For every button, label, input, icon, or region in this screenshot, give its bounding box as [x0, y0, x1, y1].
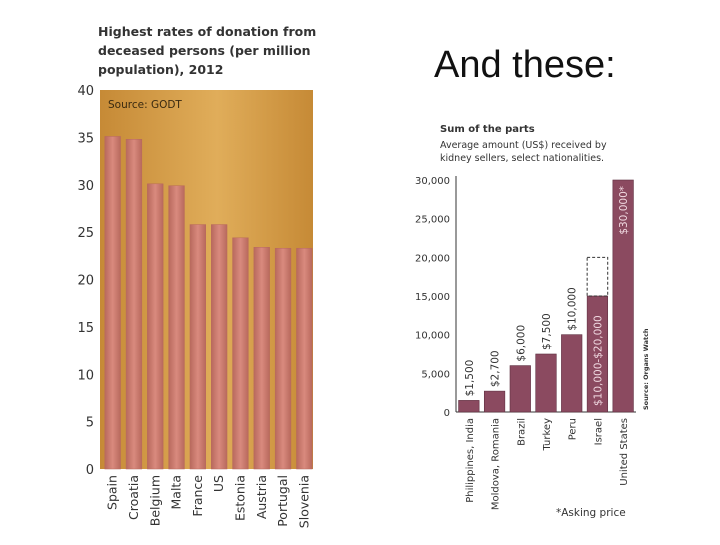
x-tick-label: Slovenia: [296, 475, 311, 528]
y-tick-label: 0: [444, 408, 450, 419]
y-tick-label: 10,000: [415, 331, 450, 342]
chart-title-line: population), 2012: [98, 62, 223, 77]
value-label: $10,000-$20,000: [592, 315, 604, 406]
y-tick-label: 5: [86, 416, 94, 431]
bar-spain: [104, 136, 121, 470]
value-label: $2,700: [490, 350, 502, 387]
value-label: $10,000: [567, 287, 579, 330]
x-tick-label: Philippines, India: [465, 418, 476, 503]
bar-philippines-india: [458, 400, 480, 413]
x-tick-label: US: [211, 475, 226, 492]
y-tick-label: 25,000: [415, 215, 450, 226]
x-tick-label: Austria: [254, 475, 269, 519]
bar-us: [211, 224, 228, 470]
x-tick-label: Moldova, Romania: [491, 418, 502, 510]
bar-belgium: [147, 183, 164, 470]
x-tick-label: Estonia: [232, 475, 247, 521]
x-tick-label: Israel: [593, 418, 604, 445]
chart-source: Source: GODT: [108, 99, 182, 111]
bar-israel: [586, 295, 609, 413]
y-tick-label: 5,000: [421, 369, 450, 380]
bar-peru: [561, 334, 583, 413]
kidney-price-chart: Sum of the parts Average amount (US$) rec…: [404, 118, 660, 533]
slide-title: And these:: [434, 44, 616, 86]
y-tick-label: 0: [86, 463, 94, 478]
x-tick-label: Belgium: [147, 475, 162, 526]
bar-malta: [168, 185, 185, 470]
y-tick-label: 20,000: [415, 253, 450, 264]
x-tick-label: Turkey: [542, 418, 553, 452]
y-tick-label: 15: [77, 321, 94, 336]
chart-title-line: deceased persons (per million: [98, 43, 311, 58]
bar-united-states: [612, 179, 634, 413]
value-label: $7,500: [541, 313, 553, 350]
chart-subtitle-line: kidney sellers, select nationalities.: [440, 153, 604, 164]
x-tick-label: France: [190, 475, 205, 517]
y-tick-label: 30,000: [415, 176, 450, 187]
chart-subtitle-line: Average amount (US$) received by: [440, 140, 607, 151]
y-tick-label: 20: [77, 274, 94, 289]
range-high-box: [586, 256, 609, 297]
bar-brazil: [509, 365, 531, 413]
y-tick-label: 30: [77, 179, 94, 194]
bar-france: [189, 224, 206, 470]
x-tick-label: Spain: [105, 475, 120, 510]
value-label: $1,500: [464, 360, 476, 397]
donation-rate-chart: Highest rates of donation from deceased p…: [70, 18, 320, 545]
bar-estonia: [232, 237, 249, 470]
y-tick-label: 40: [77, 84, 94, 99]
x-tick-label: Brazil: [516, 418, 527, 446]
value-label: $6,000: [515, 325, 527, 362]
x-tick-label: Portugal: [275, 475, 290, 527]
chart-footnote: *Asking price: [556, 507, 626, 519]
chart-source: Source: Organs Watch: [642, 328, 650, 410]
y-tick-label: 35: [77, 131, 94, 146]
bar-turkey: [535, 353, 557, 413]
value-label: $30,000*: [618, 186, 630, 235]
x-tick-label: Croatia: [126, 475, 141, 520]
x-tick-label: Malta: [169, 475, 184, 509]
bar-croatia: [125, 139, 143, 470]
bar-austria: [253, 247, 270, 470]
bar-slovenia: [296, 247, 313, 470]
y-tick-label: 25: [77, 226, 94, 241]
y-tick-label: 15,000: [415, 292, 450, 303]
chart-title-line: Highest rates of donation from: [98, 24, 316, 39]
chart-title: Sum of the parts: [440, 124, 535, 135]
y-tick-label: 10: [77, 368, 94, 383]
x-tick-label: United States: [619, 418, 630, 486]
x-tick-label: Peru: [568, 418, 579, 440]
bar-portugal: [274, 247, 292, 470]
bar-moldova-romania: [483, 390, 506, 413]
